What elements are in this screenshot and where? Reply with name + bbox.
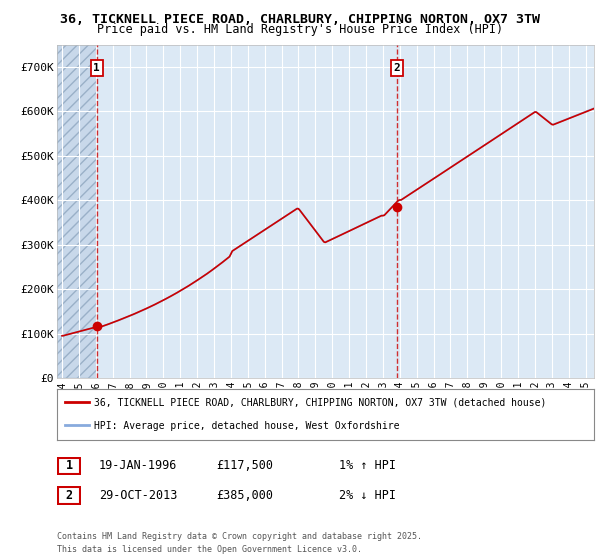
Bar <box>57 45 97 378</box>
Text: £385,000: £385,000 <box>216 489 273 502</box>
FancyBboxPatch shape <box>58 458 80 474</box>
Text: 36, TICKNELL PIECE ROAD, CHARLBURY, CHIPPING NORTON, OX7 3TW: 36, TICKNELL PIECE ROAD, CHARLBURY, CHIP… <box>60 13 540 26</box>
Text: 1% ↑ HPI: 1% ↑ HPI <box>339 459 396 473</box>
Text: 36, TICKNELL PIECE ROAD, CHARLBURY, CHIPPING NORTON, OX7 3TW (detached house): 36, TICKNELL PIECE ROAD, CHARLBURY, CHIP… <box>94 398 546 408</box>
Text: 1: 1 <box>94 63 100 73</box>
FancyBboxPatch shape <box>58 487 80 504</box>
Text: HPI: Average price, detached house, West Oxfordshire: HPI: Average price, detached house, West… <box>94 422 399 432</box>
Text: 29-OCT-2013: 29-OCT-2013 <box>99 489 178 502</box>
Text: 1: 1 <box>65 459 73 473</box>
Bar <box>57 45 97 378</box>
Text: 2: 2 <box>394 63 400 73</box>
Text: 2% ↓ HPI: 2% ↓ HPI <box>339 489 396 502</box>
Text: Contains HM Land Registry data © Crown copyright and database right 2025.
This d: Contains HM Land Registry data © Crown c… <box>57 533 422 554</box>
Text: £117,500: £117,500 <box>216 459 273 473</box>
Text: 19-JAN-1996: 19-JAN-1996 <box>99 459 178 473</box>
Text: Price paid vs. HM Land Registry's House Price Index (HPI): Price paid vs. HM Land Registry's House … <box>97 22 503 36</box>
Text: 2: 2 <box>65 489 73 502</box>
